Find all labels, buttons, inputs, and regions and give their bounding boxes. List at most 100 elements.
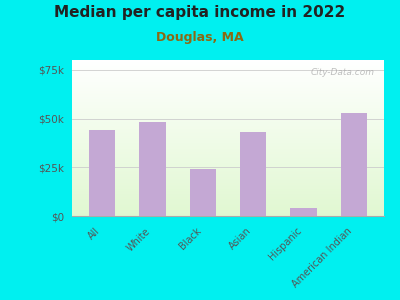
- Bar: [72, 113, 384, 115]
- Bar: [72, 100, 384, 102]
- Bar: [72, 94, 384, 96]
- Bar: [89, 130, 115, 216]
- Bar: [72, 83, 384, 85]
- Bar: [72, 71, 384, 73]
- Bar: [72, 178, 384, 180]
- Bar: [72, 88, 384, 90]
- Bar: [290, 208, 316, 216]
- Bar: [72, 60, 384, 61]
- Bar: [72, 197, 384, 199]
- Bar: [72, 80, 384, 82]
- Bar: [72, 196, 384, 197]
- Bar: [72, 157, 384, 158]
- Bar: [72, 193, 384, 194]
- Bar: [72, 176, 384, 177]
- Bar: [72, 186, 384, 188]
- Bar: [72, 79, 384, 80]
- Bar: [72, 205, 384, 207]
- Bar: [72, 129, 384, 130]
- Bar: [72, 118, 384, 119]
- Bar: [72, 213, 384, 214]
- Bar: [72, 154, 384, 155]
- Bar: [72, 102, 384, 104]
- Bar: [72, 116, 384, 118]
- Bar: [72, 180, 384, 182]
- Bar: [72, 140, 384, 141]
- Bar: [72, 185, 384, 186]
- Bar: [72, 158, 384, 160]
- Bar: [72, 164, 384, 166]
- Bar: [72, 125, 384, 127]
- Bar: [72, 144, 384, 146]
- Bar: [72, 110, 384, 112]
- Bar: [72, 146, 384, 147]
- Bar: [72, 211, 384, 213]
- Bar: [72, 127, 384, 129]
- Bar: [190, 169, 216, 216]
- Bar: [72, 124, 384, 125]
- Bar: [72, 166, 384, 168]
- Bar: [72, 174, 384, 176]
- Bar: [72, 76, 384, 77]
- Bar: [72, 208, 384, 210]
- Bar: [72, 143, 384, 144]
- Bar: [72, 177, 384, 178]
- Bar: [72, 200, 384, 202]
- Bar: [72, 99, 384, 100]
- Bar: [72, 191, 384, 193]
- Bar: [72, 190, 384, 191]
- Bar: [72, 104, 384, 105]
- Bar: [72, 74, 384, 76]
- Bar: [72, 136, 384, 138]
- Bar: [72, 214, 384, 216]
- Bar: [72, 122, 384, 124]
- Bar: [72, 194, 384, 196]
- Bar: [72, 107, 384, 108]
- Bar: [72, 138, 384, 140]
- Bar: [72, 119, 384, 121]
- Bar: [72, 183, 384, 185]
- Bar: [72, 85, 384, 86]
- Bar: [72, 65, 384, 66]
- Bar: [72, 121, 384, 122]
- Text: City-Data.com: City-Data.com: [311, 68, 375, 77]
- Bar: [72, 93, 384, 94]
- Bar: [72, 96, 384, 98]
- Bar: [72, 91, 384, 93]
- Bar: [72, 90, 384, 91]
- Bar: [72, 149, 384, 151]
- Bar: [72, 68, 384, 69]
- Bar: [72, 98, 384, 99]
- Bar: [72, 151, 384, 152]
- Bar: [72, 152, 384, 154]
- Bar: [72, 108, 384, 110]
- Text: Douglas, MA: Douglas, MA: [156, 32, 244, 44]
- Bar: [72, 161, 384, 163]
- Bar: [72, 82, 384, 83]
- Bar: [72, 171, 384, 172]
- Bar: [72, 207, 384, 208]
- Bar: [72, 63, 384, 65]
- Bar: [72, 135, 384, 136]
- Bar: [72, 66, 384, 68]
- Bar: [72, 160, 384, 161]
- Bar: [72, 155, 384, 157]
- Bar: [72, 61, 384, 63]
- Bar: [72, 86, 384, 88]
- Bar: [72, 115, 384, 116]
- Bar: [72, 130, 384, 132]
- Bar: [72, 172, 384, 174]
- Bar: [72, 141, 384, 143]
- Bar: [72, 169, 384, 171]
- Bar: [72, 73, 384, 74]
- Bar: [72, 77, 384, 79]
- Bar: [72, 202, 384, 203]
- Bar: [72, 182, 384, 183]
- Bar: [72, 147, 384, 149]
- Bar: [341, 112, 367, 216]
- Bar: [240, 132, 266, 216]
- Bar: [72, 133, 384, 135]
- Bar: [72, 199, 384, 200]
- Bar: [72, 188, 384, 190]
- Bar: [140, 122, 166, 216]
